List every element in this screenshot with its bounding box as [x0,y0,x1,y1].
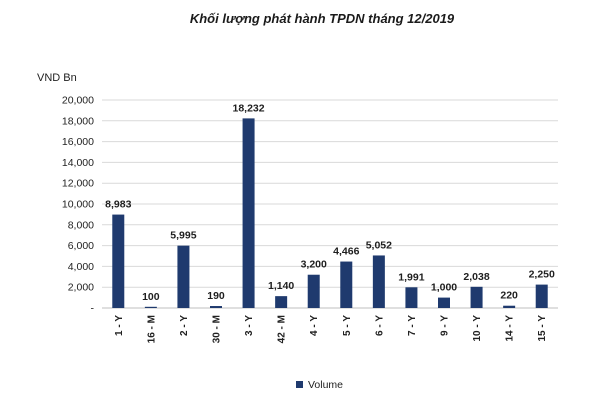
y-tick-label: 10,000 [62,199,94,211]
x-tick-label: 42 - M [277,315,288,343]
y-tick-label: 16,000 [62,136,94,148]
x-tick-label: 3 - Y [244,315,255,336]
x-tick-label: 5 - Y [342,315,353,336]
y-tick-label: 12,000 [62,178,94,190]
y-tick-label: 4,000 [68,261,94,273]
bar [144,306,157,308]
x-axis-ticks: 1 - Y 16 - M 2 - Y 30 - M 3 - Y 42 - M 4 - Y 5 … [114,315,548,344]
x-tick-label: 9 - Y [440,315,451,336]
bars [112,118,548,308]
y-tick-label: 14,000 [62,157,94,169]
x-tick-label: 30 - M [212,315,223,343]
x-tick-label: 15 - Y [537,315,548,342]
bar [210,306,222,308]
bar [275,296,288,308]
data-label: 1,000 [431,282,457,294]
data-label: 3,200 [301,259,327,271]
bar [372,255,385,308]
x-tick-label: 6 - Y [374,315,385,336]
x-tick-label: 16 - M [146,315,157,343]
y-axis-ticks: - 2,000 4,000 6,000 8,000 10,000 12,000 14,000 1… [62,95,95,315]
data-label: 5,995 [170,230,196,242]
data-label: 100 [142,291,160,303]
bar [438,297,450,308]
x-tick-label: 7 - Y [407,315,418,336]
data-label: 1,991 [398,271,424,283]
x-tick-label: 1 - Y [114,315,125,336]
data-label: 5,052 [366,239,392,251]
y-axis-label: VND Bn [37,72,77,84]
bar [405,287,418,308]
x-tick-label: 14 - Y [505,315,516,342]
y-tick-label: 20,000 [62,95,94,107]
bar [535,284,548,308]
bar [177,245,190,308]
data-label: 220 [500,290,518,302]
bar [503,305,516,308]
bar [307,274,320,308]
y-tick-label: 2,000 [68,282,94,294]
data-label: 190 [207,290,225,302]
data-label: 2,038 [463,271,489,283]
data-label: 1,140 [268,280,294,292]
y-tick-label: 6,000 [68,240,94,252]
data-label: 4,466 [333,246,359,258]
y-tick-label: 18,000 [62,115,94,127]
x-tick-label: 4 - Y [309,315,320,336]
legend-label: Volume [308,379,343,391]
y-tick-label: - [91,303,95,315]
bar [112,214,125,308]
y-tick-label: 8,000 [68,219,94,231]
bar [470,286,483,308]
chart-title: Khối lượng phát hành TPDN tháng 12/2019 [190,11,455,26]
x-tick-label: 10 - Y [472,315,483,342]
x-tick-label: 2 - Y [179,315,190,336]
bar [340,261,353,308]
data-label: 18,232 [233,102,265,114]
data-label: 8,983 [105,199,131,211]
legend-swatch [296,381,303,388]
data-labels: 8,983 100 5,995 190 18,232 1,140 3,200 4,466 5,0… [105,102,555,302]
data-label: 2,250 [529,269,555,281]
bar [242,118,255,308]
legend: Volume [296,379,343,391]
